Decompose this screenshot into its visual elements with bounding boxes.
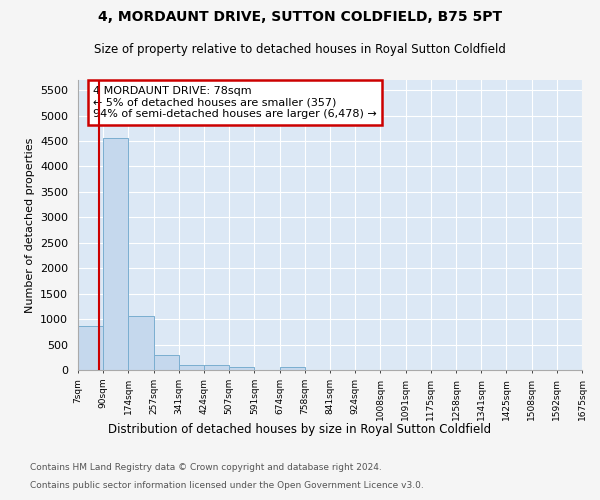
Bar (280, 367, 305, 370)
Text: Contains public sector information licensed under the Open Government Licence v3: Contains public sector information licen… (30, 481, 424, 490)
Text: Contains HM Land Registry data © Crown copyright and database right 2024.: Contains HM Land Registry data © Crown c… (30, 464, 382, 472)
Bar (78, 326, 103, 370)
Bar (103, 138, 128, 370)
Text: Size of property relative to detached houses in Royal Sutton Coldfield: Size of property relative to detached ho… (94, 42, 506, 56)
Y-axis label: Number of detached properties: Number of detached properties (25, 138, 35, 312)
Bar (154, 355, 179, 370)
Bar (179, 365, 204, 370)
Text: 4 MORDAUNT DRIVE: 78sqm
← 5% of detached houses are smaller (357)
94% of semi-de: 4 MORDAUNT DRIVE: 78sqm ← 5% of detached… (93, 86, 377, 119)
Bar (128, 316, 154, 370)
Text: 4, MORDAUNT DRIVE, SUTTON COLDFIELD, B75 5PT: 4, MORDAUNT DRIVE, SUTTON COLDFIELD, B75… (98, 10, 502, 24)
Text: Distribution of detached houses by size in Royal Sutton Coldfield: Distribution of detached houses by size … (109, 422, 491, 436)
Bar (204, 365, 229, 370)
Bar (229, 367, 254, 370)
